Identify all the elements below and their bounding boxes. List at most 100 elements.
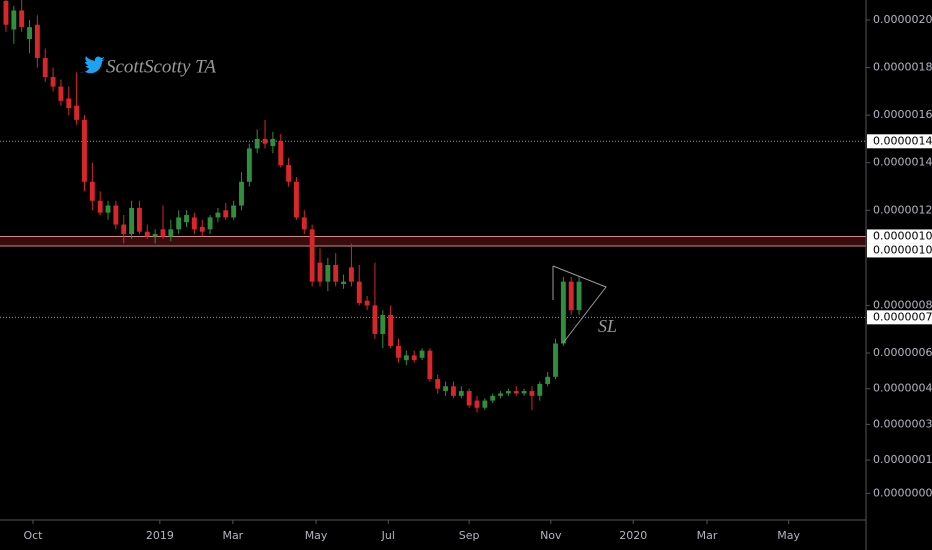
candle-body [380, 314, 386, 334]
level-labels: 0.00000149 0.000001090.00000105 0.00000075 [867, 134, 932, 325]
candle-body [231, 205, 237, 218]
x-tick-label: Oct [23, 529, 43, 542]
level-label-box [867, 310, 932, 325]
candle-body [498, 393, 503, 396]
x-tick-label: 2020 [619, 529, 647, 542]
candle-body [505, 391, 511, 394]
candles [3, 0, 582, 413]
candle-body [270, 138, 276, 147]
candle-body [301, 217, 307, 230]
candle-body [191, 217, 197, 230]
candle-body [11, 10, 17, 30]
candle-body [356, 281, 362, 304]
y-tick-label: 0.00000015 [873, 453, 932, 466]
candle-body [19, 10, 25, 28]
y-tick-label: 0.00000001 [873, 486, 932, 499]
candle-body [576, 281, 582, 311]
candle-body [113, 205, 119, 225]
x-tick-label: May [777, 529, 800, 542]
level-label-box [867, 243, 932, 258]
candle-body [348, 267, 354, 282]
candle-body [42, 58, 48, 78]
candle-body [199, 226, 205, 232]
candle-body [545, 376, 551, 384]
candle-body [396, 345, 401, 358]
candle-body [317, 262, 323, 282]
candle-body [184, 215, 189, 223]
candle-body [223, 210, 229, 218]
candle-body [309, 229, 315, 282]
candle-body [121, 224, 127, 235]
candle-body [286, 165, 292, 182]
candle-body [50, 77, 56, 87]
candle-body [152, 234, 158, 237]
ticks [32, 19, 870, 524]
levels [0, 140, 866, 318]
candle-body [168, 229, 174, 237]
candle-body [427, 350, 433, 380]
candle-body [537, 383, 543, 396]
candle-body [215, 212, 221, 218]
candle-body [364, 300, 370, 306]
candle-body [325, 264, 331, 282]
candle-body [529, 391, 535, 396]
x-tick-label: Sep [459, 529, 480, 542]
candle-body [254, 138, 260, 149]
candle-body [176, 217, 182, 230]
candle-body [66, 98, 72, 108]
candle-body [144, 231, 150, 237]
candle-body [466, 391, 472, 406]
candle-body [553, 343, 558, 377]
candle-body [403, 355, 409, 361]
candle-body [97, 200, 103, 213]
x-tick-label: 2019 [146, 529, 174, 542]
candle-body [451, 386, 456, 396]
candle-body [521, 391, 527, 394]
sl-label: SL [598, 316, 617, 336]
candle-body [333, 264, 339, 282]
candle-body [129, 207, 135, 235]
x-tick-label: May [305, 529, 328, 542]
level-label: 0.00000105 [873, 243, 932, 256]
twitter-icon [80, 56, 105, 74]
x-tick-label: Nov [540, 529, 562, 542]
candle-body [294, 181, 299, 218]
candle-body [136, 207, 142, 232]
candle-body [82, 119, 87, 182]
candle-body [482, 400, 488, 408]
candle-body [458, 391, 464, 396]
candle-body [568, 281, 574, 311]
candle-body [560, 281, 566, 344]
candle-body [246, 148, 252, 182]
candle-body [388, 314, 394, 346]
x-tick-label: Mar [697, 529, 718, 542]
candle-body [74, 105, 80, 120]
candle-body [89, 181, 95, 201]
level-label: 0.00000149 [873, 134, 932, 147]
watermark: ScottScotty TA [106, 56, 216, 77]
level-label: 0.00000109 [873, 229, 932, 242]
candle-body [239, 181, 244, 206]
candle-body [474, 400, 480, 408]
candle-body [105, 205, 111, 213]
candle-body [513, 391, 519, 394]
candle-body [262, 138, 268, 144]
x-tick-label: Mar [222, 529, 243, 542]
candle-body [27, 27, 32, 40]
level-label-box [867, 134, 932, 149]
x-tick-label: Jul [381, 529, 395, 542]
candle-body [443, 386, 449, 392]
candle-body [490, 395, 496, 401]
y-tick-label: 0.00000045 [873, 382, 932, 395]
